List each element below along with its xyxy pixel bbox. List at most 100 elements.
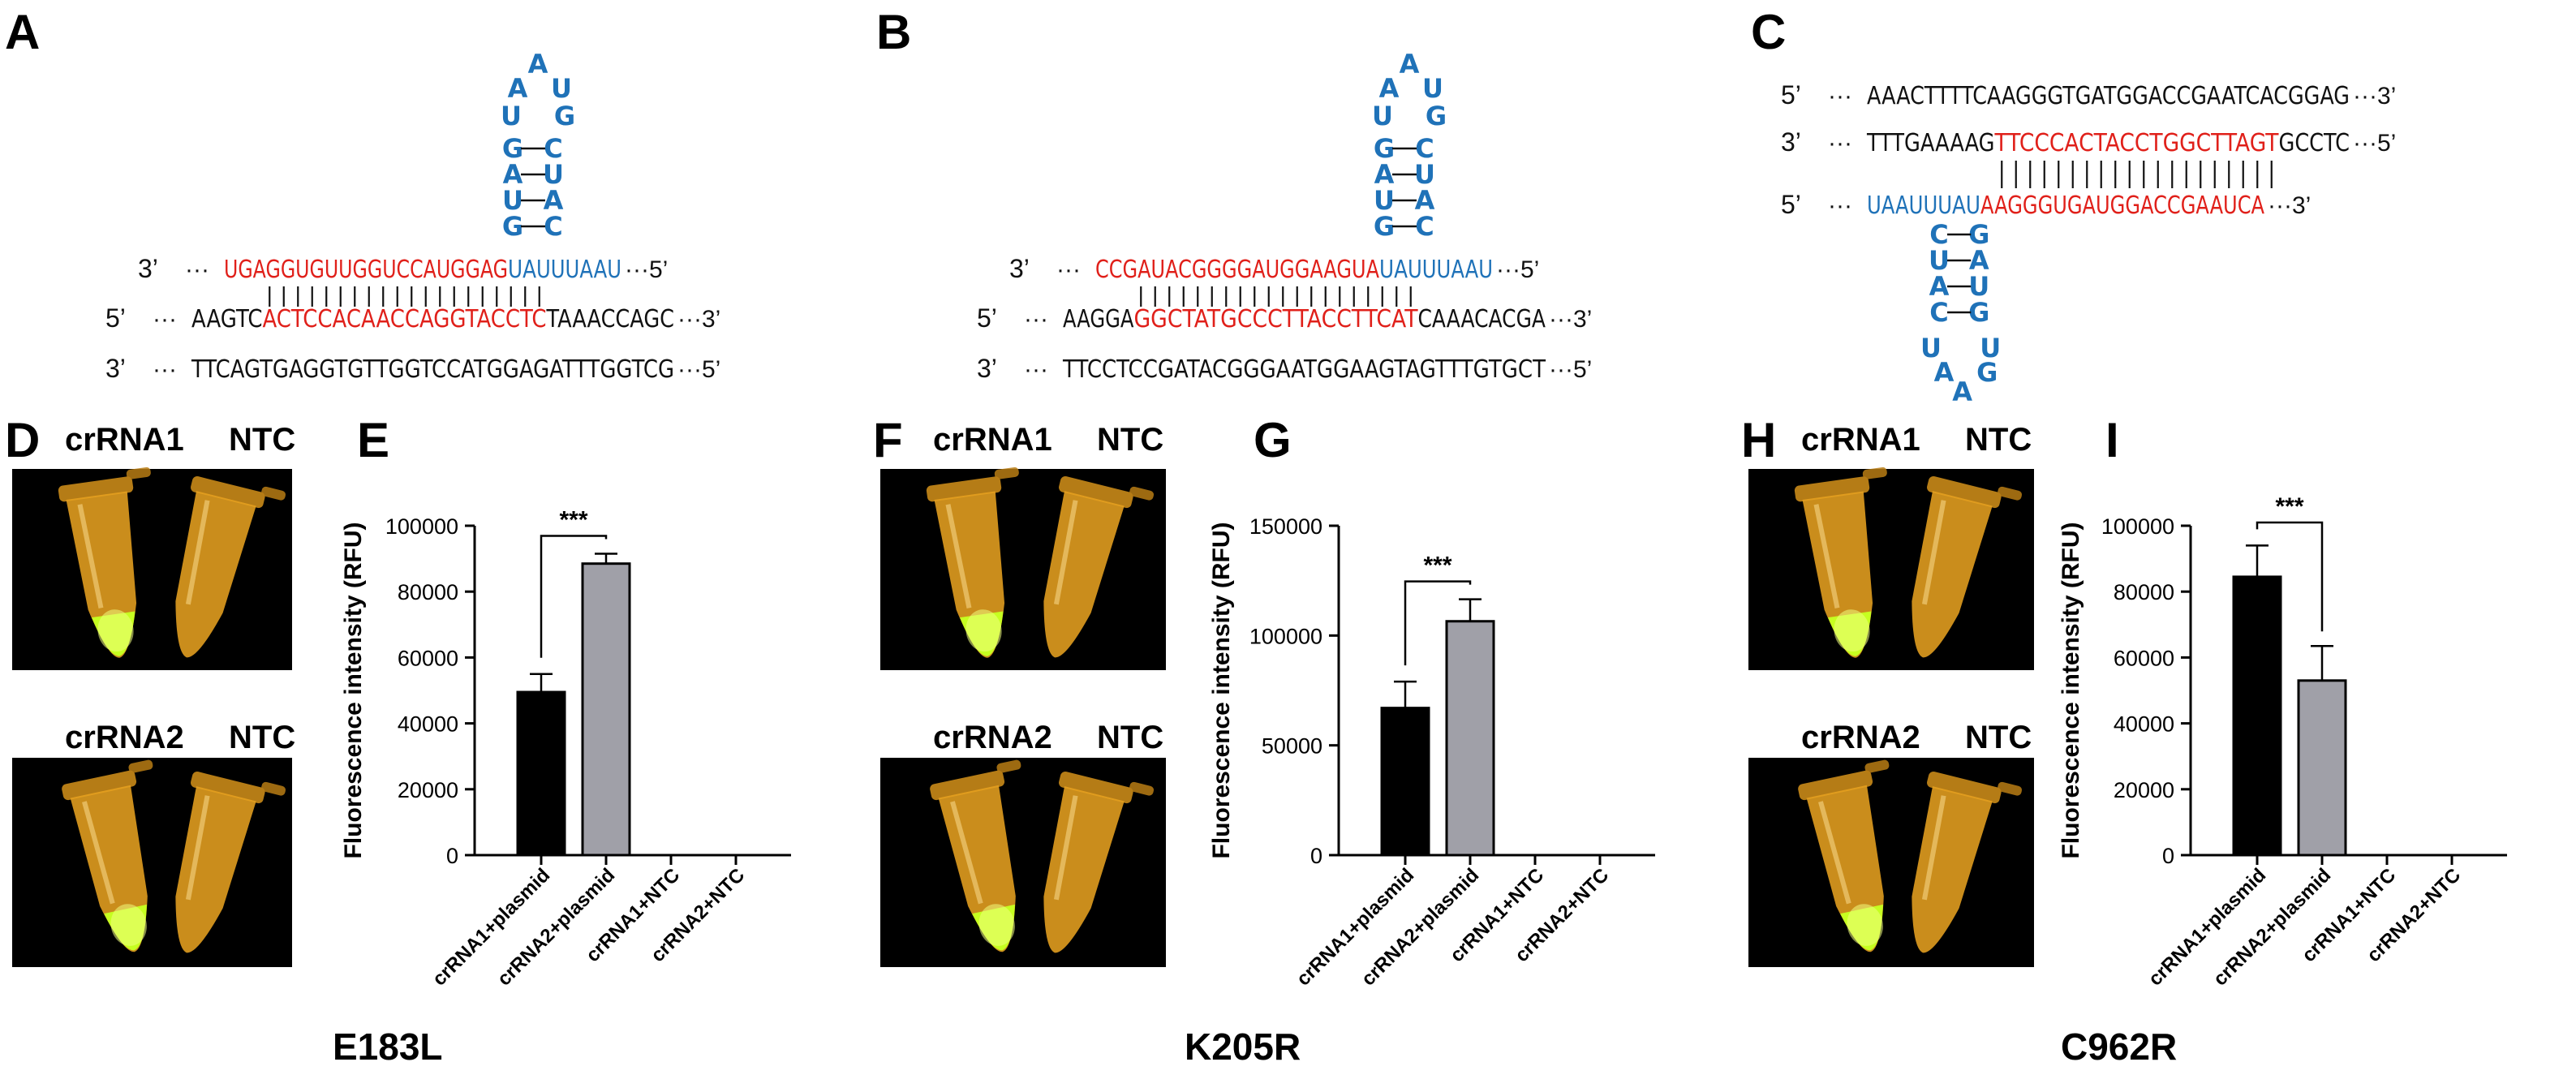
strand-end-label: ···5’ <box>677 356 720 383</box>
ellipsis: ··· <box>1828 130 1852 157</box>
tube-photo-panel-F: crRNA1 NTC crRNA2 NTC <box>880 422 1166 967</box>
tube-crrna1 <box>58 467 151 658</box>
tube-crrna1 <box>926 467 1019 658</box>
bar-crRNA1+plasmid <box>2232 575 2282 857</box>
ellipsis: ··· <box>1828 192 1852 219</box>
strand-end-label: 5’ <box>1781 190 1801 219</box>
tube-label-crrna1: crRNA1 <box>1801 422 1920 458</box>
strand-end-label: ···5’ <box>1496 256 1539 283</box>
mutation-label: E183L <box>333 1026 443 1068</box>
stem-base: G <box>1374 133 1395 164</box>
ellipsis: ··· <box>153 356 177 383</box>
sequence-panel-A: 3’ ··· UGAGGUGUUGGUCCAUGGAG UA UUUAAU ···5’ 5’… <box>105 49 720 384</box>
tube-crrna2 <box>1798 759 1890 952</box>
panel-letter-F: F <box>873 413 903 467</box>
y-tick-label: 150000 <box>1249 514 1322 539</box>
strand-end-label: ···3’ <box>677 306 720 333</box>
sequence-segment: AAGGA <box>1063 305 1134 333</box>
target-strand-row: 5’ ··· AAGGA GGCTATGCCCTTACCTTCAT CAAACACGA ·… <box>977 303 1592 333</box>
panel-letter-D: D <box>5 413 40 467</box>
significance-bracket <box>1404 580 1472 666</box>
strand-end-label: 3’ <box>105 354 126 383</box>
tube-ntc <box>1043 475 1155 658</box>
tube-photo-bottom <box>1748 758 2034 967</box>
y-tick-label: 0 <box>446 844 458 868</box>
stem-base: G <box>502 133 523 164</box>
strand-end-label: ···3’ <box>2268 192 2311 219</box>
stem-base: C <box>1929 297 1948 328</box>
bar-chart-I: 0 20000 40000 60000 80000 100000 Fluorescence … <box>2058 493 2507 1068</box>
stem-base: G <box>502 211 523 242</box>
y-tick-label: 100000 <box>385 514 458 539</box>
y-axis-label: Fluorescence intensity (RFU) <box>340 522 367 858</box>
sequence-segment: UA <box>508 256 536 284</box>
tube-ntc <box>175 475 286 658</box>
stem-base: U <box>1929 245 1950 276</box>
loop-base: G <box>554 101 575 131</box>
strand-end-label: 3’ <box>138 254 158 283</box>
panel-letter-H: H <box>1741 413 1776 467</box>
crrna-row: 3’ ··· UGAGGUGUUGGUCCAUGGAG UA UUUAAU ···5’ <box>138 254 668 284</box>
stem-base: A <box>544 185 564 216</box>
stem-base: U <box>1968 271 1989 302</box>
panel-letter-B: B <box>876 5 911 59</box>
bar-crRNA2+plasmid <box>1445 620 1495 857</box>
strand-end-label: ···3’ <box>2353 83 2396 110</box>
tube-photo-panel-H: crRNA1 NTC crRNA2 NTC <box>1748 422 2034 967</box>
loop-base: A <box>1379 73 1400 104</box>
strand-end-label: 3’ <box>1009 254 1030 283</box>
loop-base: U <box>1372 101 1393 131</box>
significance-label: *** <box>559 507 587 534</box>
y-tick-label: 0 <box>2162 844 2174 868</box>
tube-label-crrna2: crRNA2 <box>933 720 1052 755</box>
strand-end-label: 5’ <box>1781 80 1801 110</box>
sequence-segment: AAGTC <box>191 305 263 333</box>
sequence-segment: AAGGGUGAUGGACCGAAUCA <box>1980 191 2264 220</box>
sequence-segment: UGAGGUGUUGGUCCAUGGAG <box>224 256 508 284</box>
y-tick-label: 80000 <box>2114 580 2174 604</box>
x-tick-label: crRNA2+plasmid <box>2209 864 2335 990</box>
loop-base: A <box>1952 376 1972 407</box>
y-tick-label: 0 <box>1310 844 1322 868</box>
stem-base: C <box>1415 211 1434 242</box>
stem-base: U <box>1374 185 1395 216</box>
significance-label: *** <box>1423 553 1451 579</box>
sequence-segment: TAAACCAGC <box>546 305 674 333</box>
target-strand-row: 5’ ··· AAACTTTTCAAGGGTGATGGACCGAATCACGGAG ·… <box>1781 80 2396 110</box>
sequence-segment: UAAUUU <box>1867 191 1952 220</box>
panel-letter-I: I <box>2105 413 2119 467</box>
panel-letter-E: E <box>357 413 389 467</box>
bar-crRNA2+plasmid <box>581 562 631 857</box>
bar-crRNA1+plasmid <box>516 690 566 857</box>
y-tick-label: 20000 <box>398 778 458 802</box>
sequence-segment: TTTGAAAAG <box>1866 129 1994 157</box>
stem-base: U <box>502 185 523 216</box>
x-tick-label: crRNA2+plasmid <box>493 864 619 990</box>
tube-label-ntc: NTC <box>1097 720 1163 755</box>
strand-end-label: 5’ <box>105 303 126 333</box>
tube-crrna2 <box>62 759 153 952</box>
tube-ntc <box>1043 771 1155 953</box>
panel-letter-A: A <box>5 5 40 59</box>
crrna-row: 5’ ··· UAAUUU AU AAGGGUGAUGGACCGAAUCA ···3’ <box>1781 190 2311 220</box>
tube-photo-bottom <box>12 758 292 967</box>
stem-base: C <box>544 211 562 242</box>
stem-base: U <box>1414 159 1435 190</box>
loop-base: A <box>528 49 548 80</box>
x-tick-label: crRNA2+plasmid <box>1357 864 1483 990</box>
loop-base: A <box>508 73 528 104</box>
y-axis-label: Fluorescence intensity (RFU) <box>1208 522 1235 858</box>
stem-base: G <box>1968 219 1989 250</box>
y-tick-label: 100000 <box>2101 514 2174 539</box>
tube-label-ntc: NTC <box>1965 720 2032 755</box>
stem-base: C <box>544 133 562 164</box>
sequence-segment: AAACTTTTCAAGGGTGATGGACCGAATCACGGAG <box>1867 82 2350 110</box>
bar-chart-E: 0 20000 40000 60000 80000 100000 Fluorescence … <box>333 507 791 1068</box>
target-strand-row: 5’ ··· AAGTC ACTCCACAACCAGGTACCTC TAAACCAGC ·… <box>105 303 720 333</box>
tube-label-ntc: NTC <box>1965 422 2032 458</box>
sequence-panel-B: 3’ ··· CCGAUACGGGGAUGGAAGUA UA UUUAAU ···5’5’… <box>977 49 1592 384</box>
mutation-label: K205R <box>1185 1026 1301 1068</box>
y-tick-label: 100000 <box>1249 624 1322 648</box>
